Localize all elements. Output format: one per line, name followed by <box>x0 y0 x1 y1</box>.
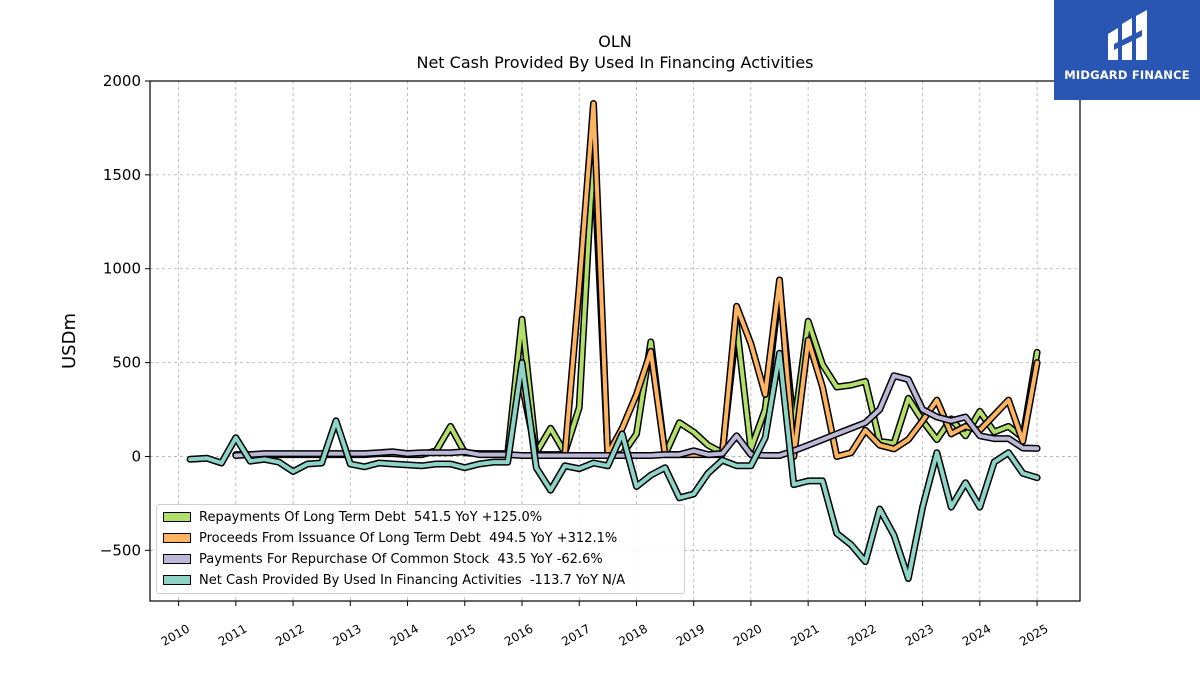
legend-swatch-proceeds <box>163 533 191 543</box>
series-line <box>188 351 1040 581</box>
x-tick-label: 2017 <box>559 621 592 648</box>
x-tick-label: 2018 <box>617 621 650 648</box>
legend-swatch-net-cash <box>163 575 191 585</box>
legend-item-repurchase: Payments For Repurchase Of Common Stock … <box>163 550 603 568</box>
legend-label-proceeds: Proceeds From Issuance Of Long Term Debt… <box>199 530 618 546</box>
legend-item-proceeds: Proceeds From Issuance Of Long Term Debt… <box>163 529 617 547</box>
legend-item-repayments: Repayments Of Long Term Debt 541.5 YoY +… <box>163 508 542 526</box>
y-tick-label: 1500 <box>103 166 141 184</box>
legend-label-repurchase: Payments For Repurchase Of Common Stock … <box>199 551 603 567</box>
x-tick-label: 2019 <box>674 621 707 648</box>
series-layer <box>186 100 1041 582</box>
series-line <box>233 373 1040 458</box>
x-tick-label: 2011 <box>216 621 249 648</box>
y-axis: −500 0 500 1000 1500 2000 <box>100 72 150 559</box>
legend: Repayments Of Long Term Debt 541.5 YoY +… <box>156 504 685 594</box>
legend-swatch-repurchase <box>163 554 191 564</box>
x-tick-label: 2020 <box>731 621 764 648</box>
y-axis-label: USDm <box>59 313 80 369</box>
x-axis: 2010 2011 2012 2013 2014 2015 2016 2017 2018 2019… <box>159 601 1051 649</box>
x-tick-label: 2010 <box>159 621 192 648</box>
x-tick-label: 2013 <box>330 621 363 648</box>
x-tick-label: 2016 <box>502 621 535 648</box>
legend-swatch-repayments <box>163 512 191 522</box>
x-tick-label: 2014 <box>388 621 421 648</box>
chart-title: OLN <box>598 32 631 51</box>
x-tick-label: 2025 <box>1017 621 1050 648</box>
x-tick-label: 2024 <box>960 621 993 648</box>
series-net-cash <box>186 349 1041 582</box>
legend-label-net-cash: Net Cash Provided By Used In Financing A… <box>199 572 626 588</box>
x-tick-label: 2021 <box>788 621 821 648</box>
plot-frame <box>149 80 1081 602</box>
y-tick-label: 0 <box>131 447 141 465</box>
y-tick-label: 2000 <box>103 72 141 90</box>
x-tick-label: 2012 <box>273 621 306 648</box>
series-repurchase <box>232 372 1041 459</box>
brand-name: MIDGARD FINANCE <box>1064 68 1190 82</box>
x-tick-label: 2023 <box>903 621 936 648</box>
y-tick-label: −500 <box>100 541 141 559</box>
x-tick-label: 2022 <box>845 621 878 648</box>
legend-label-repayments: Repayments Of Long Term Debt 541.5 YoY +… <box>199 509 543 525</box>
y-tick-label: 1000 <box>103 260 141 278</box>
grid <box>150 80 1080 601</box>
legend-item-net-cash: Net Cash Provided By Used In Financing A… <box>163 571 625 589</box>
series-proceeds <box>518 100 1041 460</box>
y-tick-label: 500 <box>112 354 141 372</box>
midgard-m-logo-icon <box>1108 10 1147 60</box>
brand-logo: MIDGARD FINANCE <box>1054 0 1200 100</box>
series-line <box>520 101 1040 459</box>
x-tick-label: 2015 <box>445 621 478 648</box>
chart-subtitle: Net Cash Provided By Used In Financing A… <box>416 53 813 72</box>
